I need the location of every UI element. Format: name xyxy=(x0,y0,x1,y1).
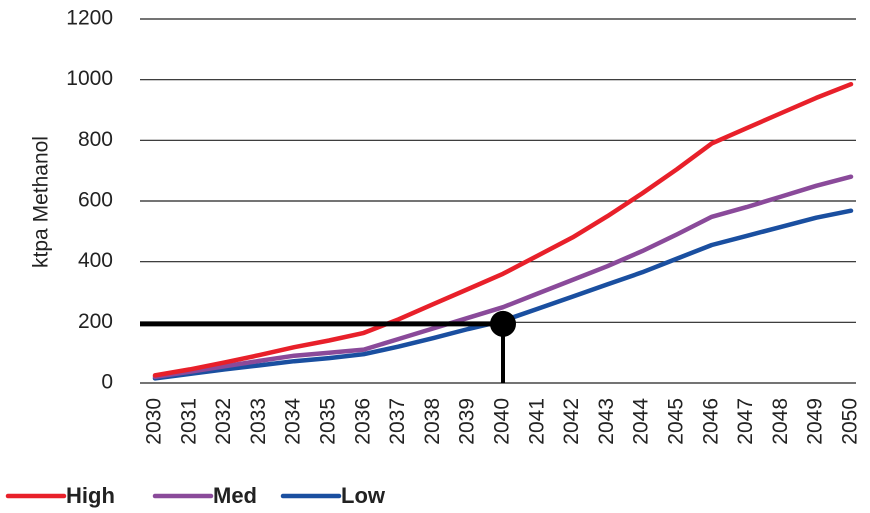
y-tick-label: 1000 xyxy=(66,67,113,90)
y-tick-label: 600 xyxy=(78,189,113,212)
x-tick-label: 2030 xyxy=(143,398,166,445)
x-tick-label: 2045 xyxy=(665,398,688,445)
y-tick-label: 400 xyxy=(78,249,113,272)
y-tick-labels: 0 200 400 600 800 1000 1200 xyxy=(66,7,113,394)
y-tick-label: 200 xyxy=(78,310,113,333)
x-tick-label: 2033 xyxy=(247,398,270,445)
x-tick-labels: 2030 2031 2032 2033 2034 2035 2036 2037 2038 2039… xyxy=(143,398,862,445)
x-tick-label: 2048 xyxy=(769,398,792,445)
x-tick-label: 2047 xyxy=(734,398,757,445)
x-tick-label: 2032 xyxy=(212,398,235,445)
x-tick-label: 2041 xyxy=(525,398,548,445)
legend: High Med Low xyxy=(5,483,386,508)
x-tick-label: 2044 xyxy=(630,398,653,445)
legend-label-low: Low xyxy=(341,483,386,508)
x-tick-label: 2034 xyxy=(282,398,305,445)
series-line-high xyxy=(152,81,854,378)
series-line-med xyxy=(152,174,854,380)
x-tick-label: 2040 xyxy=(491,398,514,445)
legend-label-high: High xyxy=(66,483,115,508)
x-tick-label: 2050 xyxy=(839,398,862,445)
annotation-dot xyxy=(490,310,516,337)
annotation xyxy=(140,310,516,383)
x-tick-label: 2042 xyxy=(560,398,583,445)
x-tick-label: 2038 xyxy=(421,398,444,445)
x-tick-label: 2049 xyxy=(804,398,827,445)
y-axis-label: ktpa Methanol xyxy=(30,136,53,268)
y-tick-label: 800 xyxy=(78,128,113,151)
x-tick-label: 2046 xyxy=(699,398,722,445)
x-tick-label: 2039 xyxy=(456,398,479,445)
y-tick-label: 0 xyxy=(101,371,113,394)
legend-label-med: Med xyxy=(213,483,257,508)
x-tick-label: 2036 xyxy=(351,398,374,445)
x-tick-label: 2037 xyxy=(386,398,409,445)
x-tick-label: 2043 xyxy=(595,398,618,445)
y-tick-label: 1200 xyxy=(66,7,113,30)
x-tick-label: 2031 xyxy=(177,398,200,445)
x-tick-label: 2035 xyxy=(317,398,340,445)
